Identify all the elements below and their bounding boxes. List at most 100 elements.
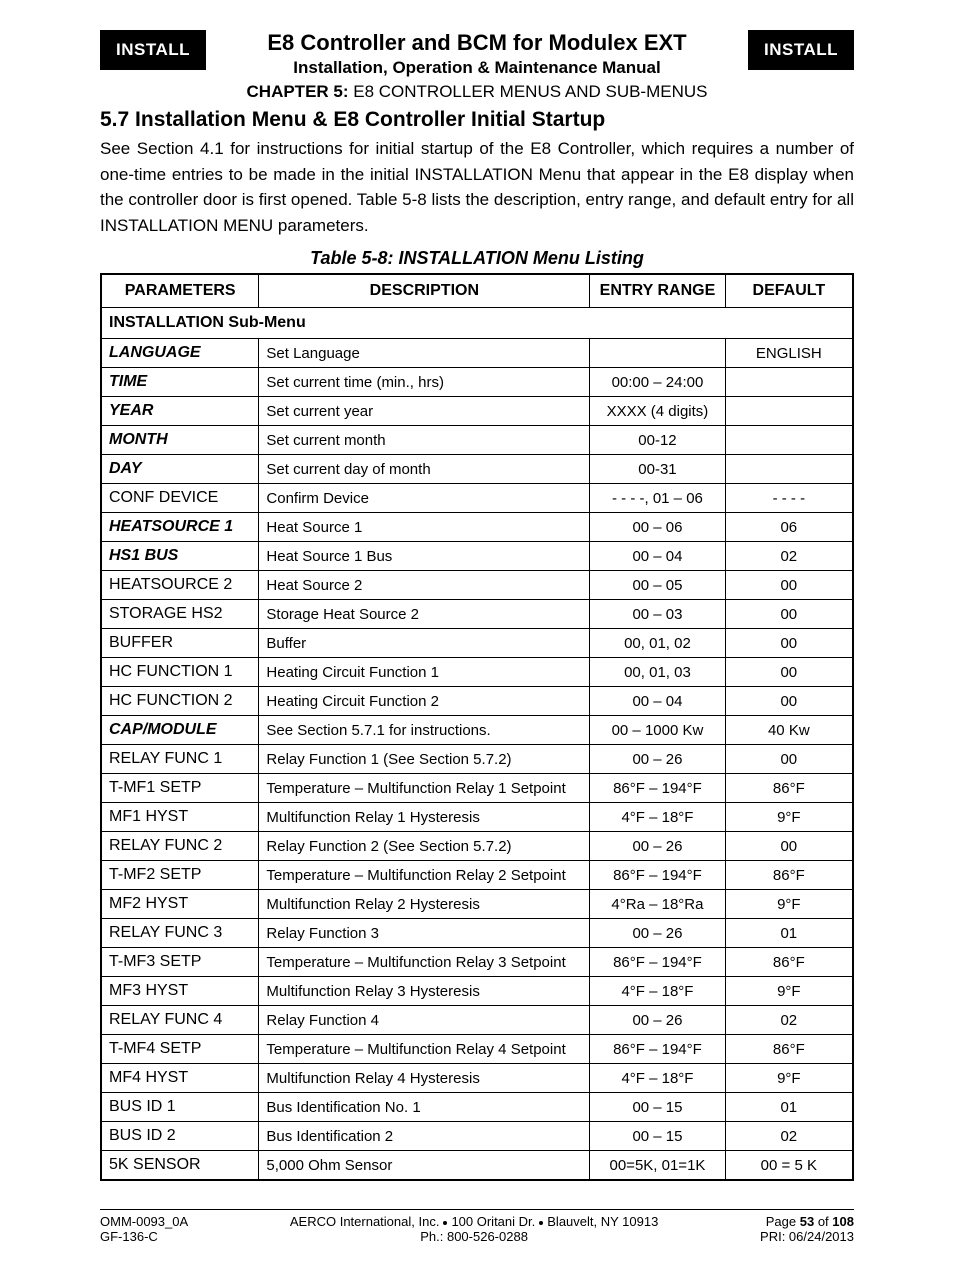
table-row: T-MF1 SETPTemperature – Multifunction Re… [101, 774, 853, 803]
cell-param: BUS ID 2 [101, 1122, 259, 1151]
cell-desc: Heat Source 1 [259, 513, 590, 542]
cell-range: 86°F – 194°F [590, 1035, 725, 1064]
cell-desc: Temperature – Multifunction Relay 3 Setp… [259, 948, 590, 977]
cell-range: 4°Ra – 18°Ra [590, 890, 725, 919]
cell-default [725, 368, 853, 397]
cell-range: 4°F – 18°F [590, 803, 725, 832]
cell-desc: Multifunction Relay 2 Hysteresis [259, 890, 590, 919]
header-center: E8 Controller and BCM for Modulex EXT In… [206, 30, 748, 78]
th-default: DEFAULT [725, 274, 853, 308]
cell-desc: Relay Function 1 (See Section 5.7.2) [259, 745, 590, 774]
cell-default: 40 Kw [725, 716, 853, 745]
table-row: STORAGE HS2Storage Heat Source 200 – 030… [101, 600, 853, 629]
cell-range: 86°F – 194°F [590, 861, 725, 890]
table-row: YEARSet current yearXXXX (4 digits) [101, 397, 853, 426]
table-row: HEATSOURCE 2Heat Source 200 – 0500 [101, 571, 853, 600]
footer-city: Blauvelt, NY 10913 [547, 1214, 658, 1229]
cell-default: 9°F [725, 977, 853, 1006]
cell-desc: Confirm Device [259, 484, 590, 513]
cell-param: LANGUAGE [101, 339, 259, 368]
cell-default: 00 [725, 600, 853, 629]
footer-gf: GF-136-C [100, 1229, 188, 1244]
cell-param: CONF DEVICE [101, 484, 259, 513]
cell-desc: Heat Source 1 Bus [259, 542, 590, 571]
cell-default [725, 426, 853, 455]
cell-desc: Bus Identification No. 1 [259, 1093, 590, 1122]
table-row: BUFFERBuffer00, 01, 0200 [101, 629, 853, 658]
cell-default: ENGLISH [725, 339, 853, 368]
footer-company: AERCO International, Inc.100 Oritani Dr.… [188, 1214, 760, 1229]
cell-desc: Heating Circuit Function 2 [259, 687, 590, 716]
doc-title: E8 Controller and BCM for Modulex EXT [218, 30, 736, 56]
cell-desc: Set current day of month [259, 455, 590, 484]
cell-range: 00:00 – 24:00 [590, 368, 725, 397]
doc-subtitle: Installation, Operation & Maintenance Ma… [218, 58, 736, 78]
cell-desc: Storage Heat Source 2 [259, 600, 590, 629]
cell-range [590, 339, 725, 368]
cell-desc: Temperature – Multifunction Relay 4 Setp… [259, 1035, 590, 1064]
section-title: 5.7 Installation Menu & E8 Controller In… [100, 108, 854, 132]
cell-param: 5K SENSOR [101, 1151, 259, 1181]
table-row: LANGUAGESet Language ENGLISH [101, 339, 853, 368]
cell-param: HC FUNCTION 2 [101, 687, 259, 716]
footer-page-label: Page [766, 1214, 800, 1229]
th-parameters: PARAMETERS [101, 274, 259, 308]
table-row: HC FUNCTION 2Heating Circuit Function 20… [101, 687, 853, 716]
th-entry-range: ENTRY RANGE [590, 274, 725, 308]
footer-page-of: of [814, 1214, 832, 1229]
table-row: RELAY FUNC 1Relay Function 1 (See Sectio… [101, 745, 853, 774]
footer-date: PRI: 06/24/2013 [760, 1229, 854, 1244]
cell-range: 4°F – 18°F [590, 1064, 725, 1093]
cell-desc: Heating Circuit Function 1 [259, 658, 590, 687]
table-row: MF4 HYSTMultifunction Relay 4 Hysteresis… [101, 1064, 853, 1093]
cell-default: 02 [725, 1122, 853, 1151]
cell-desc: Set Language [259, 339, 590, 368]
cell-desc: Relay Function 2 (See Section 5.7.2) [259, 832, 590, 861]
chapter-text: E8 CONTROLLER MENUS AND SUB-MENUS [349, 82, 708, 101]
cell-param: MF1 HYST [101, 803, 259, 832]
cell-param: HS1 BUS [101, 542, 259, 571]
section-body: See Section 4.1 for instructions for ini… [100, 136, 854, 238]
table-row: CAP/MODULESee Section 5.7.1 for instruct… [101, 716, 853, 745]
table-row: 5K SENSOR5,000 Ohm Sensor00=5K, 01=1K00 … [101, 1151, 853, 1181]
cell-param: MF3 HYST [101, 977, 259, 1006]
cell-default: 02 [725, 542, 853, 571]
table-row: T-MF3 SETPTemperature – Multifunction Re… [101, 948, 853, 977]
cell-default [725, 397, 853, 426]
submenu-row: INSTALLATION Sub-Menu [101, 308, 853, 339]
cell-default: 00 [725, 629, 853, 658]
table-row: T-MF2 SETPTemperature – Multifunction Re… [101, 861, 853, 890]
cell-default: 00 [725, 571, 853, 600]
cell-default: 86°F [725, 774, 853, 803]
cell-default: 00 = 5 K [725, 1151, 853, 1181]
cell-desc: Multifunction Relay 1 Hysteresis [259, 803, 590, 832]
cell-range: 00-31 [590, 455, 725, 484]
cell-desc: Multifunction Relay 3 Hysteresis [259, 977, 590, 1006]
cell-range: 00 – 26 [590, 832, 725, 861]
cell-param: YEAR [101, 397, 259, 426]
table-row: HS1 BUSHeat Source 1 Bus00 – 0402 [101, 542, 853, 571]
submenu-cell: INSTALLATION Sub-Menu [101, 308, 853, 339]
cell-range: 00, 01, 02 [590, 629, 725, 658]
cell-range: 00 – 15 [590, 1122, 725, 1151]
table-row: MONTHSet current month00-12 [101, 426, 853, 455]
cell-range: 00 – 06 [590, 513, 725, 542]
cell-default: 9°F [725, 1064, 853, 1093]
footer-page-total: 108 [832, 1214, 854, 1229]
table-row: BUS ID 2Bus Identification 200 – 1502 [101, 1122, 853, 1151]
cell-param: T-MF4 SETP [101, 1035, 259, 1064]
cell-default: 86°F [725, 861, 853, 890]
cell-param: BUFFER [101, 629, 259, 658]
cell-param: RELAY FUNC 3 [101, 919, 259, 948]
cell-param: MF2 HYST [101, 890, 259, 919]
cell-range: 00 – 1000 Kw [590, 716, 725, 745]
footer-right: Page 53 of 108 PRI: 06/24/2013 [760, 1214, 854, 1244]
cell-param: TIME [101, 368, 259, 397]
cell-default: 86°F [725, 948, 853, 977]
cell-default: 00 [725, 658, 853, 687]
cell-range: 86°F – 194°F [590, 774, 725, 803]
cell-default: 00 [725, 745, 853, 774]
cell-default: 06 [725, 513, 853, 542]
cell-param: MONTH [101, 426, 259, 455]
install-badge-right: INSTALL [748, 30, 854, 70]
